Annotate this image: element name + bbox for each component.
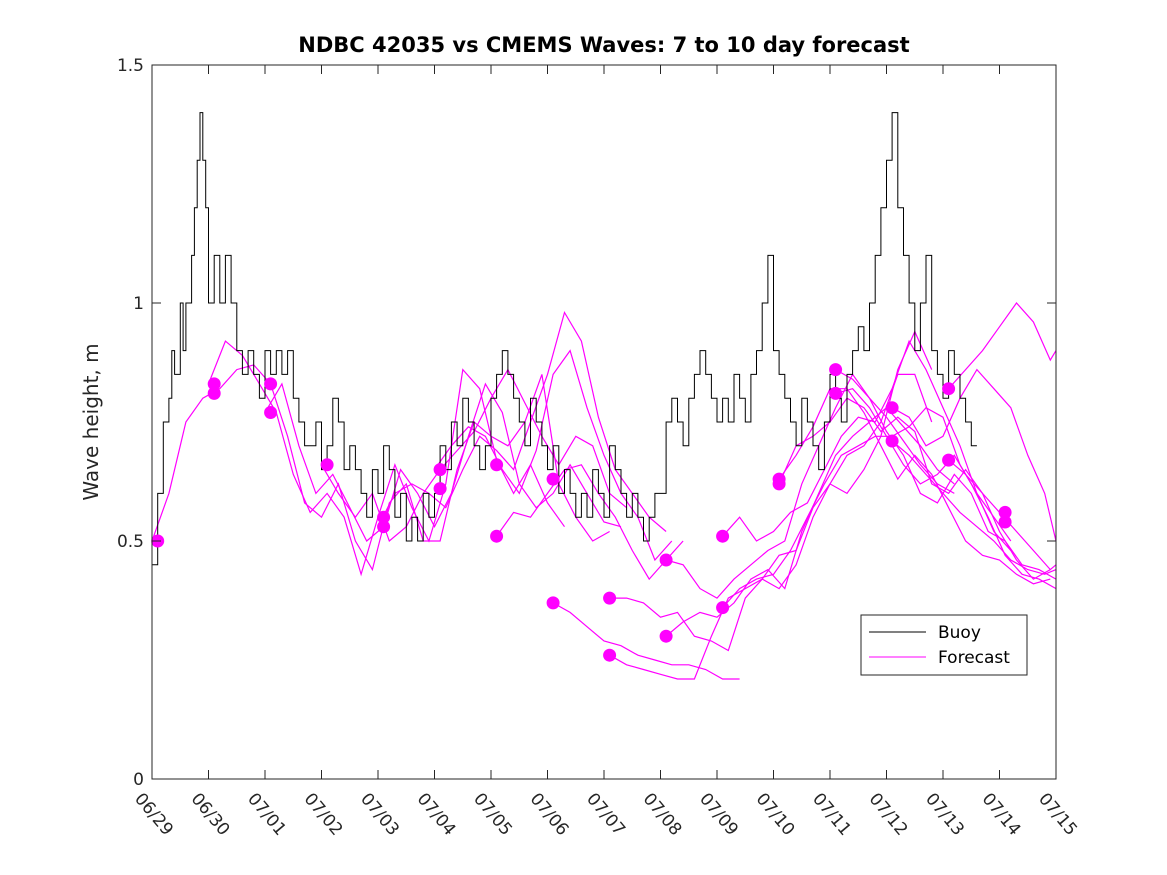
- legend-buoy-label: Buoy: [938, 623, 981, 643]
- forecast-markers-group: [151, 363, 1012, 662]
- forecast-line-8: [609, 373, 933, 652]
- buoy-series-group: [152, 112, 977, 566]
- forecast-line-4: [377, 310, 667, 532]
- forecast-line-15: [778, 388, 1051, 585]
- forecast-start-marker-8: [433, 463, 447, 477]
- forecast-start-marker-25: [885, 434, 899, 448]
- forecast-start-marker-12: [546, 472, 560, 486]
- forecast-start-marker-4: [264, 406, 278, 419]
- forecast-start-marker-21: [772, 477, 786, 491]
- forecast-start-marker-1: [207, 377, 221, 391]
- forecast-start-marker-18: [716, 529, 730, 543]
- forecast-start-marker-2: [207, 386, 221, 400]
- forecast-start-marker-9: [433, 482, 447, 496]
- forecast-start-marker-17: [659, 629, 673, 643]
- forecast-start-marker-14: [603, 591, 617, 605]
- forecast-start-marker-10: [490, 458, 504, 472]
- forecast-start-marker-3: [264, 377, 278, 391]
- forecast-line-12: [722, 339, 1012, 542]
- forecast-start-marker-16: [659, 553, 673, 567]
- forecast-line-18: [891, 368, 1057, 542]
- forecast-start-marker-23: [829, 386, 843, 400]
- forecast-start-marker-5: [320, 458, 334, 472]
- legend: Buoy Forecast: [860, 614, 1028, 676]
- forecast-line-19: [891, 440, 1057, 575]
- forecast-line-1: [207, 340, 565, 577]
- y-tick-label-3: 1.5: [117, 56, 144, 76]
- forecast-start-marker-11: [490, 529, 504, 543]
- forecast-line-16: [835, 369, 1057, 580]
- forecast-start-marker-13: [546, 596, 560, 610]
- forecast-start-marker-29: [998, 515, 1012, 529]
- forecast-line-20: [948, 302, 1057, 390]
- y-tick-label-0: 0: [133, 770, 144, 790]
- forecast-start-marker-24: [885, 401, 899, 415]
- forecast-start-marker-26: [942, 382, 956, 396]
- forecast-start-marker-7: [377, 520, 391, 534]
- forecast-line-9: [609, 330, 933, 680]
- chart-title: NDBC 42035 vs CMEMS Waves: 7 to 10 day f…: [298, 33, 909, 57]
- forecast-line-10: [665, 373, 955, 599]
- forecast-start-marker-15: [603, 648, 617, 662]
- forecast-line-6: [496, 464, 684, 581]
- forecast-line-2: [264, 382, 622, 542]
- forecast-start-marker-22: [829, 363, 843, 377]
- forecast-line-7: [552, 602, 740, 680]
- forecast-start-marker-19: [716, 601, 730, 615]
- forecast-start-marker-6: [377, 510, 391, 524]
- forecast-start-marker-28: [998, 505, 1012, 519]
- legend-forecast-label: Forecast: [938, 648, 1010, 668]
- y-tick-label-2: 1: [133, 294, 144, 314]
- legend-box: [860, 614, 1028, 676]
- forecast-start-marker-27: [942, 453, 956, 467]
- y-tick-label-1: 0.5: [117, 532, 144, 552]
- y-axis-label: Wave height, m: [79, 343, 103, 500]
- buoy-line: [152, 112, 977, 566]
